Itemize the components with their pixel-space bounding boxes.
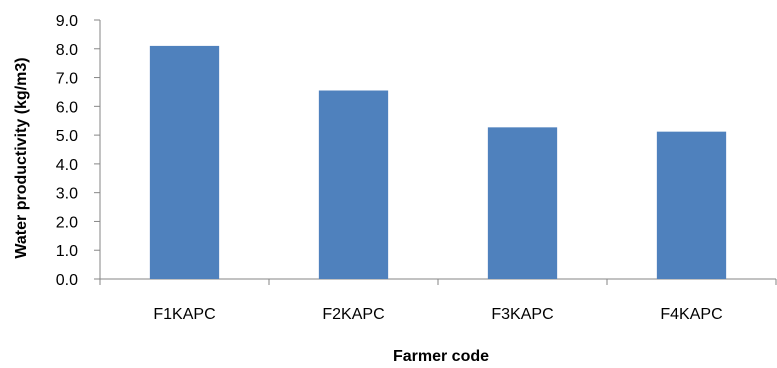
x-tick-label: F3KAPC bbox=[491, 306, 553, 323]
y-axis: 0.0 1.0 2.0 3.0 4.0 5.0 6.0 7.0 8.0 9.0 bbox=[56, 13, 101, 289]
bars bbox=[149, 45, 727, 280]
y-tick-label: 4.0 bbox=[56, 157, 78, 174]
x-tick-label: F2KAPC bbox=[322, 306, 384, 323]
y-axis-title: Water productivity (kg/m3) bbox=[13, 57, 30, 258]
bar-f3kapc bbox=[487, 127, 558, 279]
x-tick-label: F4KAPC bbox=[660, 306, 722, 323]
y-tick-label: 9.0 bbox=[56, 13, 78, 30]
y-tick-label: 6.0 bbox=[56, 99, 78, 116]
y-tick-label: 2.0 bbox=[56, 214, 78, 231]
y-tick-label: 8.0 bbox=[56, 42, 78, 59]
bar-f1kapc bbox=[149, 45, 220, 280]
y-tick-label: 1.0 bbox=[56, 243, 78, 260]
y-tick-label: 5.0 bbox=[56, 128, 78, 145]
y-tick-label: 0.0 bbox=[56, 272, 78, 289]
x-axis: F1KAPC F2KAPC F3KAPC F4KAPC bbox=[99, 278, 777, 323]
y-tick-label: 3.0 bbox=[56, 186, 78, 203]
bar-f2kapc bbox=[318, 90, 389, 279]
bar-f4kapc bbox=[656, 131, 727, 279]
y-tick-label: 7.0 bbox=[56, 71, 78, 88]
x-tick-label: F1KAPC bbox=[153, 306, 215, 323]
x-axis-title: Farmer code bbox=[393, 348, 489, 365]
